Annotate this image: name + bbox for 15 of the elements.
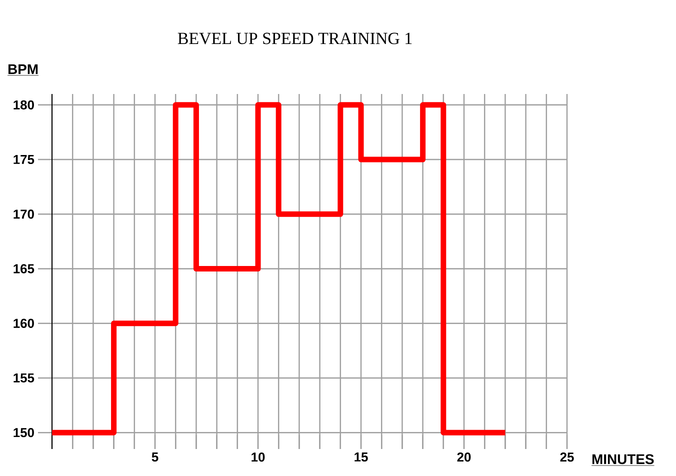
chart-title: BEVEL UP SPEED TRAINING 1 xyxy=(178,32,412,44)
x-tick-label: 25 xyxy=(560,452,574,462)
y-axis-title: BPM xyxy=(8,64,38,74)
y-tick-label: 180 xyxy=(14,100,34,110)
x-tick-label: 5 xyxy=(152,452,158,462)
x-tick-label: 20 xyxy=(457,452,471,462)
y-tick-label: 170 xyxy=(14,210,34,219)
x-tick-label: 10 xyxy=(252,452,265,462)
y-tick-label: 175 xyxy=(14,155,34,164)
y-tick-label: 150 xyxy=(14,428,34,438)
y-tick-label: 160 xyxy=(14,318,34,328)
y-tick-label: 155 xyxy=(14,373,34,382)
x-tick-label: 15 xyxy=(354,452,368,462)
y-tick-label: 165 xyxy=(14,264,34,274)
x-axis-title: MINUTES xyxy=(592,454,654,464)
